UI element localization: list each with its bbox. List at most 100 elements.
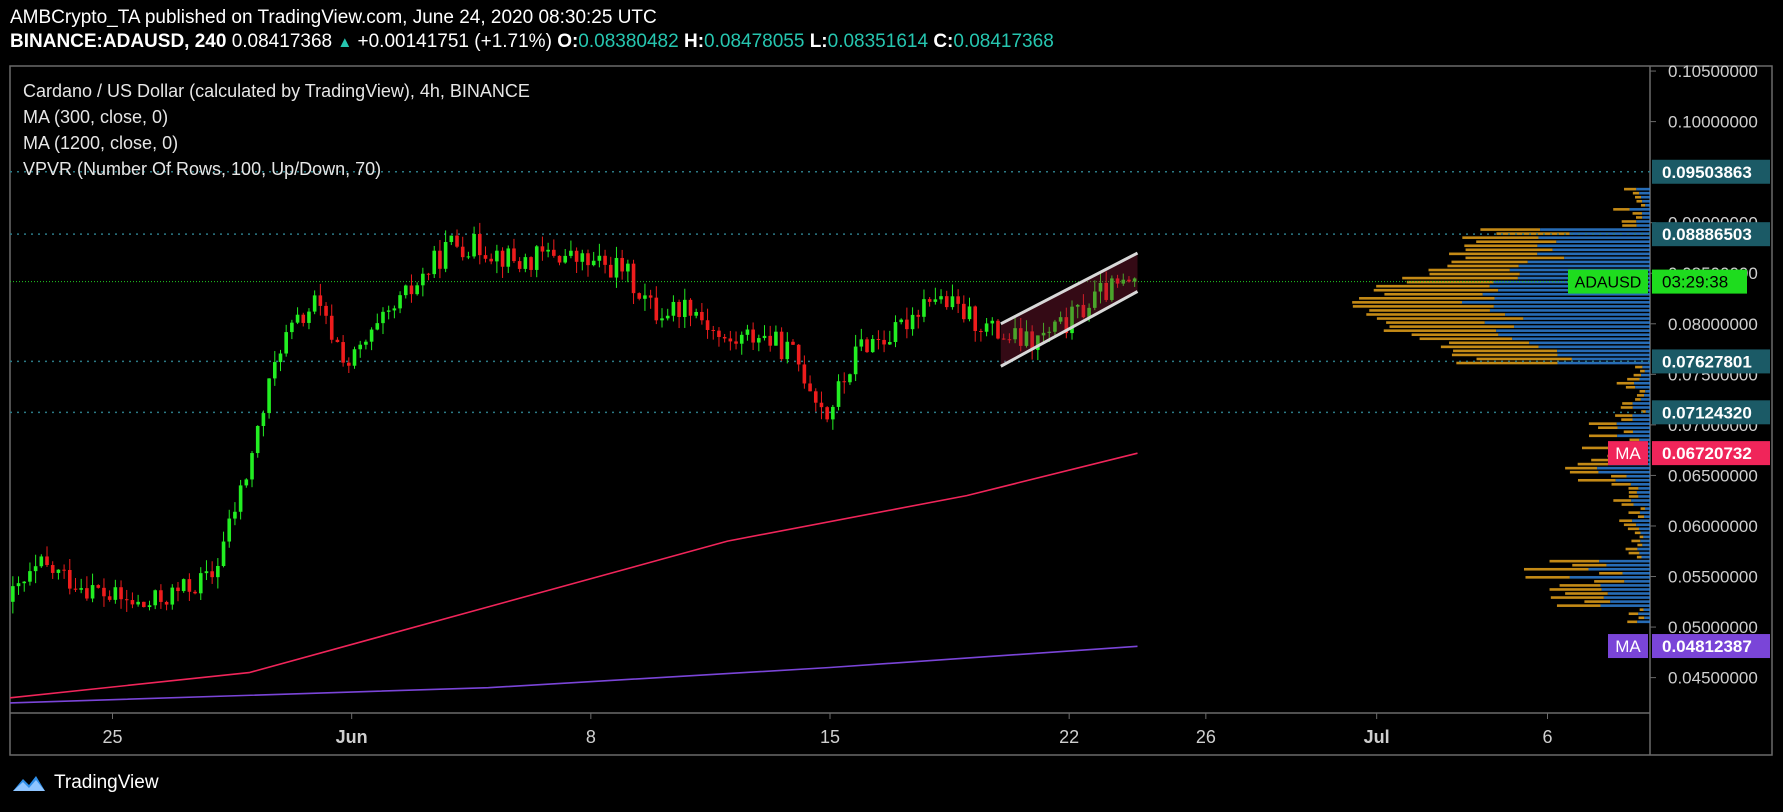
candle-body <box>700 311 704 321</box>
candle-body <box>956 296 960 304</box>
vpvr-down-bar <box>1639 390 1646 393</box>
vpvr-up-bar <box>1616 422 1650 425</box>
vpvr-up-bar <box>1631 499 1650 502</box>
ma1200-legend[interactable]: MA (1200, close, 0) <box>23 133 179 153</box>
vpvr-down-bar <box>1572 563 1607 567</box>
vpvr-up-bar <box>1636 224 1650 227</box>
vpvr-down-bar <box>1411 333 1499 337</box>
y-tick-label: 0.10500000 <box>1668 62 1758 81</box>
candle-body <box>284 332 288 354</box>
candle-body <box>694 311 698 316</box>
vpvr-down-bar <box>1352 305 1494 308</box>
y-tick-label: 0.06000000 <box>1668 517 1758 536</box>
vpvr-down-bar <box>1640 204 1646 207</box>
candle-body <box>950 296 955 308</box>
candle-body <box>990 320 995 324</box>
vpvr-down-bar <box>1465 248 1553 252</box>
candle-body <box>808 383 812 392</box>
vpvr-up-bar <box>1639 551 1650 555</box>
vpvr-down-bar <box>1634 531 1641 535</box>
vpvr-up-bar <box>1630 483 1650 486</box>
tradingview-footer[interactable]: TradingView <box>12 772 159 794</box>
vpvr-down-bar <box>1565 466 1598 470</box>
vpvr-down-bar <box>1406 280 1494 284</box>
ma-tag-label: MA <box>1615 637 1641 656</box>
candle-body <box>28 571 32 582</box>
candle-body <box>170 587 175 605</box>
low-label: L: <box>809 31 828 52</box>
candle-body <box>967 306 972 320</box>
candle-body <box>147 605 152 608</box>
vpvr-down-bar <box>1449 341 1530 345</box>
vpvr-up-bar <box>1644 507 1650 510</box>
publisher-name[interactable]: AMBCrypto_TA <box>10 7 140 28</box>
vpvr-up-bar <box>1644 616 1650 620</box>
vpvr-down-bar <box>1637 515 1645 518</box>
candle-body <box>318 295 323 306</box>
vpvr-up-bar <box>1617 434 1650 438</box>
vpvr-down-bar <box>1627 527 1640 531</box>
vpvr-down-bar <box>1359 297 1495 300</box>
ma-value-tag-bg <box>1652 441 1770 466</box>
vpvr-down-bar <box>1623 430 1633 434</box>
candle-body <box>1070 306 1074 334</box>
up-arrow-icon: ▲ <box>337 34 353 51</box>
chart-title: Cardano / US Dollar (calculated by Tradi… <box>23 81 530 101</box>
candle-body <box>768 335 773 346</box>
chart-frame <box>9 65 1773 756</box>
vpvr-up-bar <box>1640 398 1650 401</box>
candle-body <box>734 341 738 344</box>
candle-body <box>250 453 254 480</box>
ma300-legend[interactable]: MA (300, close, 0) <box>23 107 169 127</box>
candle-body <box>22 581 27 584</box>
candle-body <box>859 339 864 347</box>
vpvr-down-bar <box>1386 321 1485 324</box>
vpvr-down-bar <box>1611 483 1631 486</box>
vpvr-up-bar <box>1637 547 1650 551</box>
vpvr-down-bar <box>1635 195 1642 199</box>
candle-body <box>893 322 898 343</box>
vpvr-up-bar <box>1624 580 1650 583</box>
vpvr-down-bar <box>1627 620 1638 624</box>
vpvr-down-bar <box>1376 284 1490 288</box>
vpvr-legend[interactable]: VPVR (Number Of Rows, 100, Up/Down, 70) <box>23 159 382 179</box>
candle-body <box>688 299 693 316</box>
candle-body <box>335 339 340 343</box>
vpvr-up-bar <box>1564 256 1650 260</box>
candle-body <box>1047 331 1052 333</box>
candle-body <box>386 310 391 312</box>
vpvr-down-bar <box>1440 345 1539 349</box>
x-tick-label: Jul <box>1364 727 1390 747</box>
vpvr-down-bar <box>1621 503 1634 506</box>
candle-body <box>825 407 829 420</box>
candle-body <box>153 590 158 606</box>
candle-body <box>301 314 306 323</box>
tradingview-logo-icon <box>13 776 45 791</box>
close-label: C: <box>933 31 954 52</box>
vpvr-up-bar <box>1645 390 1650 393</box>
vpvr-up-bar <box>1622 571 1650 575</box>
vpvr-down-bar <box>1632 212 1643 215</box>
vpvr-up-bar <box>1494 297 1650 300</box>
candle-body <box>785 341 790 360</box>
candle-body <box>210 571 214 578</box>
vpvr-up-bar <box>1462 301 1650 304</box>
ascending-channel[interactable] <box>1000 251 1139 368</box>
price-axis: 0.105000000.100000000.090000000.08500000… <box>1650 62 1758 688</box>
vpvr-down-bar <box>1613 499 1632 502</box>
candle-body <box>620 257 624 272</box>
candle-body <box>552 249 556 256</box>
candle-body <box>534 246 539 270</box>
candle-body <box>751 329 755 343</box>
vpvr-up-bar <box>1493 305 1650 308</box>
vpvr-down-bar <box>1639 608 1644 611</box>
vpvr-down-bar <box>1636 555 1642 559</box>
vpvr-up-bar <box>1642 199 1650 203</box>
candle-body <box>347 362 351 366</box>
vpvr-up-bar <box>1639 191 1650 195</box>
vpvr-up-bar <box>1600 604 1650 607</box>
vpvr-up-bar <box>1529 341 1650 345</box>
candle-body <box>1132 278 1137 282</box>
candle-body <box>887 342 892 345</box>
